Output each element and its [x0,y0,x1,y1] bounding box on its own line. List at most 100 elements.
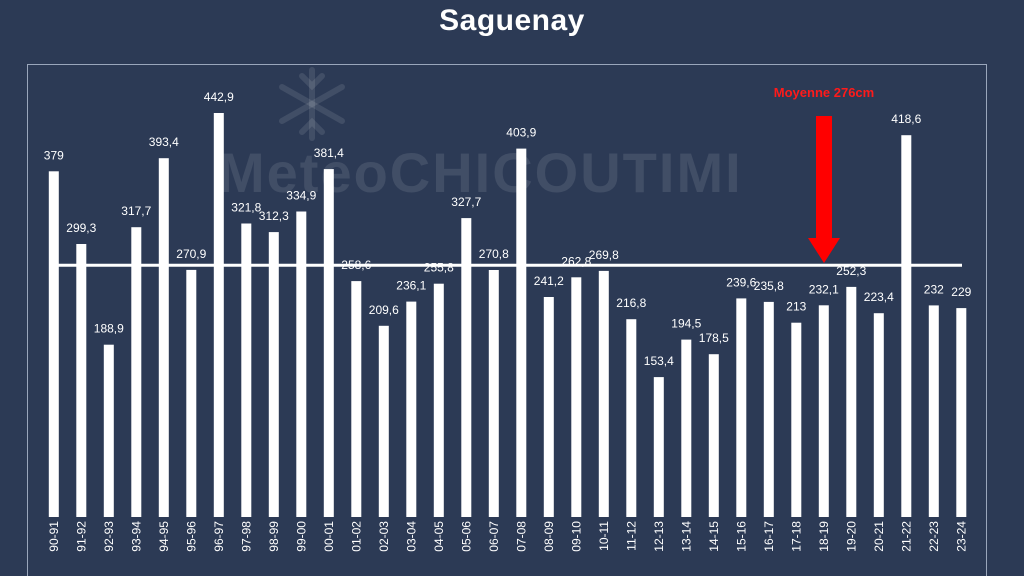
bar-99-00 [296,211,307,517]
value-label-00-01: 381,4 [314,146,344,160]
value-label-06-07: 270,8 [479,247,509,261]
x-tick-label-93-94: 93-94 [129,521,143,552]
bar-11-12 [626,319,637,517]
value-label-13-14: 194,5 [671,317,701,331]
value-label-16-17: 235,8 [754,279,784,293]
x-tick-label-18-19: 18-19 [817,521,831,552]
x-tick-label-04-05: 04-05 [432,521,446,552]
value-label-97-98: 321,8 [231,201,261,215]
bar-92-93 [103,344,114,517]
bars-group [48,113,967,518]
value-label-07-08: 403,9 [506,126,536,140]
bar-17-18 [791,322,802,517]
x-tick-label-10-11: 10-11 [597,521,611,551]
x-tick-label-22-23: 22-23 [927,521,941,552]
value-label-03-04: 236,1 [396,279,426,293]
value-label-02-03: 209,6 [369,303,399,317]
bar-12-13 [653,377,664,517]
bar-01-02 [351,281,362,517]
x-tick-label-13-14: 13-14 [679,521,693,552]
x-tick-label-98-99: 98-99 [267,521,281,552]
bar-16-17 [763,301,774,517]
bar-95-96 [186,269,197,517]
x-tick-label-23-24: 23-24 [954,521,968,552]
bar-94-95 [158,158,169,517]
bar-15-16 [736,298,747,517]
value-label-12-13: 153,4 [644,354,674,368]
value-label-08-09: 241,2 [534,274,564,288]
chart-title: Saguenay [439,4,585,37]
bar-97-98 [241,223,252,517]
value-label-20-21: 223,4 [864,290,894,304]
bar-23-24 [956,308,967,517]
x-tick-label-97-98: 97-98 [239,521,253,552]
average-annotation: Moyenne 276cm [774,85,874,100]
value-label-93-94: 317,7 [121,204,151,218]
value-label-17-18: 213 [786,300,806,314]
value-label-11-12: 216,8 [616,296,646,310]
bar-18-19 [818,305,829,517]
value-labels-group: 379 299,3 188,9 317,7 393,4 270,9 442,9 321,831… [44,90,972,368]
value-label-94-95: 393,4 [149,135,179,149]
value-label-19-20: 252,3 [836,264,866,278]
bar-96-97 [213,113,224,517]
x-tick-label-09-10: 09-10 [569,521,583,552]
x-tick-label-92-93: 92-93 [102,521,116,552]
x-tick-label-21-22: 21-22 [899,521,913,552]
x-tick-label-03-04: 03-04 [404,521,418,552]
bar-09-10 [571,277,582,517]
bar-10-11 [598,270,609,517]
x-tick-label-90-91: 90-91 [47,521,61,552]
x-tick-label-15-16: 15-16 [734,521,748,552]
bar-21-22 [901,135,912,517]
x-tick-label-19-20: 19-20 [844,521,858,552]
x-tick-label-91-92: 91-92 [74,521,88,552]
value-label-23-24: 229 [951,285,971,299]
bar-93-94 [131,227,142,517]
bar-91-92 [76,244,87,517]
bar-90-91 [48,171,59,518]
bar-03-04 [406,301,417,517]
x-tick-label-96-97: 96-97 [212,521,226,552]
arrow-head [808,238,840,263]
bar-19-20 [846,286,857,517]
x-tick-label-14-15: 14-15 [707,521,721,552]
x-tick-label-16-17: 16-17 [762,521,776,552]
x-tick-label-94-95: 94-95 [157,521,171,552]
x-tick-label-12-13: 12-13 [652,521,666,552]
x-tick-label-99-00: 99-00 [294,521,308,552]
x-tick-label-00-01: 00-01 [322,521,336,552]
value-label-18-19: 232,1 [809,282,839,296]
bar-20-21 [873,313,884,517]
bar-98-99 [268,232,279,517]
bar-06-07 [488,270,499,517]
x-tick-label-95-96: 95-96 [184,521,198,552]
value-label-92-93: 188,9 [94,322,124,336]
bar-05-06 [461,218,472,517]
value-label-95-96: 270,9 [176,247,206,261]
x-tick-label-02-03: 02-03 [377,521,391,552]
bar-13-14 [681,339,692,517]
value-label-05-06: 327,7 [451,195,481,209]
x-tick-label-17-18: 17-18 [789,521,803,552]
value-label-15-16: 239,6 [726,275,756,289]
x-tick-label-08-09: 08-09 [542,521,556,552]
value-label-14-15: 178,5 [699,331,729,345]
value-label-91-92: 299,3 [66,221,96,235]
x-tick-label-20-21: 20-21 [872,521,886,552]
value-label-96-97: 442,9 [204,90,234,104]
watermark-text: MeteoCHICOUTIMI [218,141,743,204]
bar-00-01 [323,169,334,517]
value-label-04-05: 255,8 [424,261,454,275]
arrow-shaft [816,116,832,240]
down-arrow-icon [808,116,840,263]
x-tick-labels-group: 90-91 91-92 92-93 93-94 94-95 95-96 96-97 97-98… [47,521,968,552]
snowflake-watermark-icon [279,67,345,141]
x-tick-label-01-02: 01-02 [349,521,363,552]
x-tick-label-06-07: 06-07 [487,521,501,552]
bar-04-05 [433,283,444,517]
bar-22-23 [928,305,939,517]
value-label-90-91: 379 [44,148,64,162]
value-label-98-99: 312,3 [259,209,289,223]
